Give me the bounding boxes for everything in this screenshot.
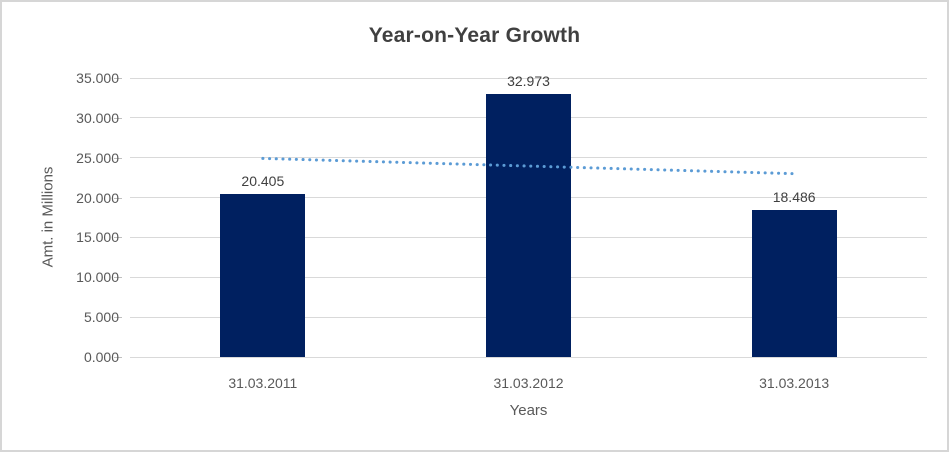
y-tick-label: 35.000: [76, 70, 119, 86]
y-tick-label: 10.000: [76, 269, 119, 286]
trendline: [261, 156, 796, 176]
y-axis-tick: [114, 197, 122, 199]
y-tick-label: 30.000: [76, 109, 119, 126]
x-axis-title: Years: [509, 402, 548, 419]
y-tick-label: 0.000: [83, 349, 119, 365]
chart-title: Year-on-Year Growth: [368, 24, 581, 47]
y-axis-tick: [114, 237, 122, 239]
bar-31.03.2012: [486, 94, 571, 357]
gridline-35.000: [130, 77, 927, 79]
x-tick-label: 31.03.2013: [759, 375, 830, 391]
y-axis-tick: [114, 117, 122, 119]
y-tick-label: 20.000: [76, 189, 119, 206]
data-label: 18.486: [772, 188, 816, 205]
y-tick-label: 15.000: [76, 229, 119, 246]
y-axis-tick: [114, 78, 122, 79]
plot-area: [130, 77, 927, 358]
gridline-0.000: [130, 356, 927, 358]
y-tick-label: 25.000: [76, 149, 119, 166]
bar-31.03.2013: [751, 209, 837, 357]
x-tick-label: 31.03.2011: [228, 375, 298, 391]
y-axis-tick: [114, 277, 122, 279]
y-tick-label: 5.000: [83, 309, 119, 326]
y-axis-tick: [114, 317, 122, 319]
y-axis-tick: [114, 357, 122, 358]
trendline-path: [261, 156, 796, 176]
data-label: 32.973: [507, 73, 550, 90]
x-tick-label: 31.03.2012: [493, 375, 564, 391]
data-label: 20.405: [241, 173, 285, 190]
y-axis-tick: [114, 157, 122, 159]
bar-31.03.2011: [220, 194, 306, 357]
y-axis-title: Amt. in Millions: [39, 166, 57, 268]
